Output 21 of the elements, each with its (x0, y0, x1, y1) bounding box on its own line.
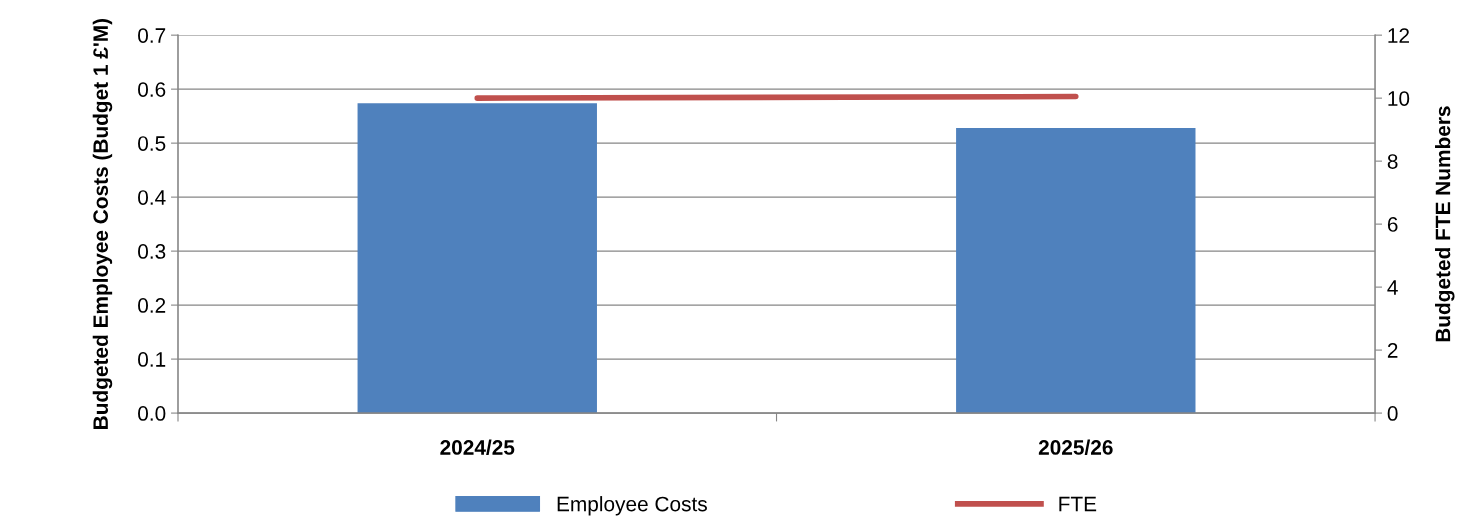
y-tick-label: 0.4 (138, 190, 166, 205)
legend-label: Employee Costs (557, 496, 707, 516)
y2-tick-label: 12 (1388, 28, 1409, 43)
legend-label: FTE (1059, 496, 1097, 512)
y2-axis-title: Budgeted FTE Numbers (1435, 106, 1455, 342)
y2-tick-label: 6 (1387, 217, 1398, 232)
y-tick-label: 0.1 (138, 352, 166, 367)
y2-tick-label: 2 (1387, 343, 1398, 358)
x-tick-label: 2024/25 (440, 439, 515, 456)
y2-tick-label: 4 (1387, 280, 1398, 295)
x-tick-label: 2025/26 (1038, 439, 1113, 456)
y2-tick-label: 0 (1387, 406, 1398, 421)
y-tick-label: 0.0 (138, 406, 166, 421)
y-tick-label: 0.5 (138, 136, 166, 151)
y-tick-label: 0.2 (138, 298, 166, 313)
y-axis-title: Budgeted Employee Costs (Budget 1 £'M) (92, 18, 113, 429)
y-tick-label: 0.7 (138, 28, 166, 43)
y2-tick-label: 8 (1387, 154, 1398, 169)
y-tick-label: 0.6 (138, 82, 166, 97)
y-tick-label: 0.3 (138, 244, 166, 259)
y2-tick-label: 10 (1388, 91, 1410, 106)
